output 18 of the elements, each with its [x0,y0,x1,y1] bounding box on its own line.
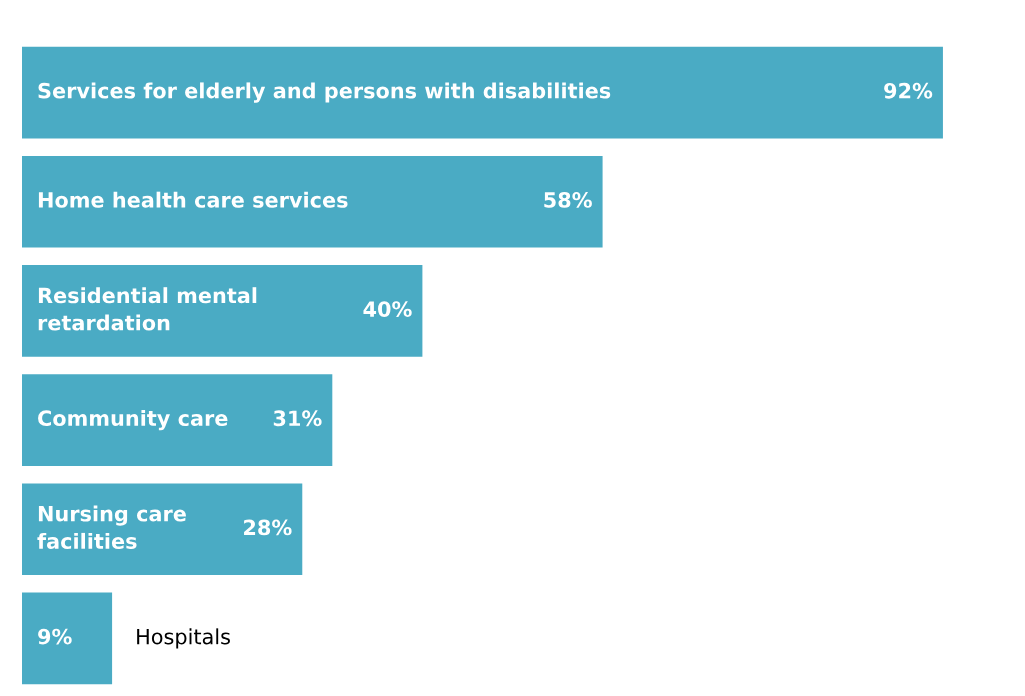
data-label: 9% [38,628,72,645]
bar [22,46,943,139]
bar [22,265,423,357]
y-tick-label: Services for elderly and persons with disabilities [38,82,611,103]
data-label: 28% [244,519,292,536]
bar [22,155,603,248]
bar [22,483,303,576]
data-label: 31% [273,410,322,427]
y-tick-label: Home health care services [38,191,348,208]
y-tick-label: Community care [38,409,228,431]
data-label: 58% [544,192,592,208]
data-label: 40% [363,301,412,317]
y-tick-label: Nursing care facilities [37,505,186,550]
bar [22,592,113,685]
y-tick-label: Hospitals [137,628,230,649]
y-tick-label: Residential mental retardation [38,287,257,331]
bar [22,374,333,466]
data-label: 92% [884,82,933,99]
